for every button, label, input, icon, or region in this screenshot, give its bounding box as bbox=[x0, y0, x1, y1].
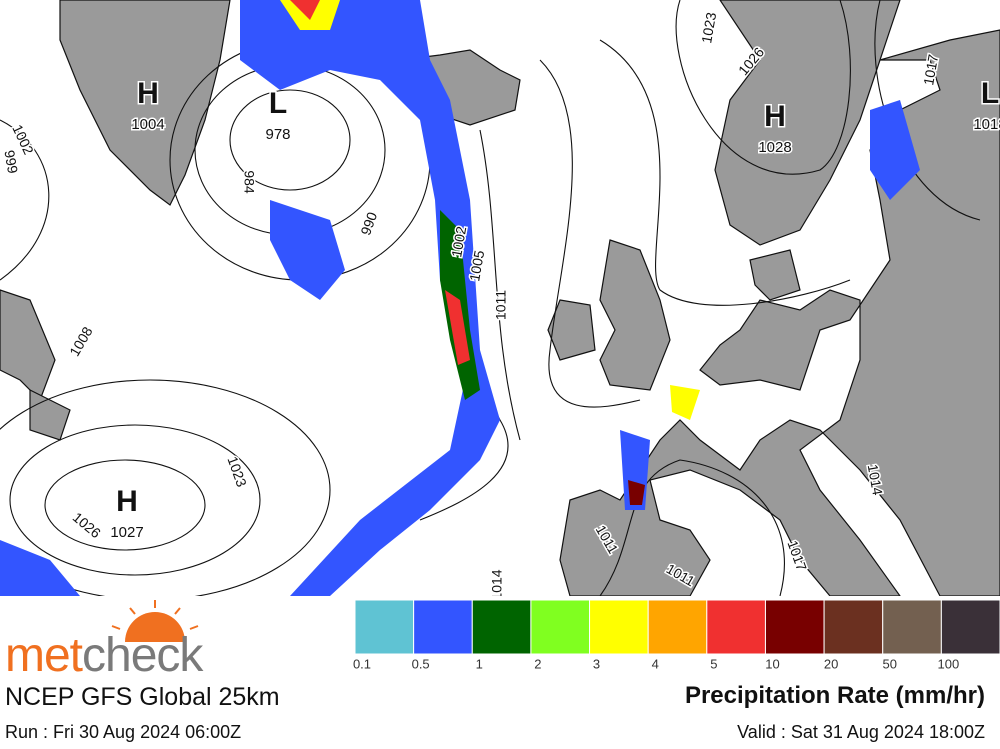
logo-met: met bbox=[5, 629, 83, 682]
legend-swatch bbox=[530, 599, 591, 655]
legend-swatch bbox=[471, 599, 532, 655]
legend-swatch bbox=[882, 599, 942, 655]
legend-label: 0.1 bbox=[353, 656, 371, 671]
legend-swatch bbox=[589, 599, 649, 655]
isobar-label: 984 bbox=[241, 170, 257, 194]
legend-panel: 0.1 0.5 1 2 3 4 5 10 20 50 100 bbox=[111, 599, 1000, 671]
legend-swatch bbox=[764, 599, 825, 655]
legend-label: 2 bbox=[534, 656, 541, 671]
legend-label: 1 bbox=[476, 656, 483, 671]
legend-swatch bbox=[647, 599, 708, 655]
legend-title: Precipitation Rate (mm/hr) bbox=[684, 682, 985, 709]
legend-label: 20 bbox=[824, 656, 838, 671]
pressure-symbol: H bbox=[764, 100, 786, 133]
logo: metcheck bbox=[5, 628, 203, 683]
pressure-symbol: H bbox=[137, 77, 159, 110]
legend-swatch bbox=[940, 599, 1000, 655]
model-name: NCEP GFS Global 25km bbox=[5, 683, 280, 711]
valid-time: Valid : Sat 31 Aug 2024 18:00Z bbox=[737, 722, 985, 742]
legend-label: 4 bbox=[652, 656, 659, 671]
legend-label: 10 bbox=[765, 656, 779, 671]
legend-swatch bbox=[413, 599, 473, 655]
precipitation bbox=[0, 0, 920, 596]
isobar-label: 999 bbox=[1, 149, 21, 175]
legend-label: 50 bbox=[882, 656, 896, 671]
isobar-label: 1011 bbox=[493, 290, 509, 320]
legend-label: 100 bbox=[938, 656, 960, 671]
pressure-value: 1018 bbox=[973, 116, 1000, 133]
logo-check: check bbox=[82, 629, 203, 682]
legend-label: 3 bbox=[593, 656, 600, 671]
legend-label: 0.5 bbox=[412, 656, 430, 671]
legend-swatch bbox=[706, 599, 766, 655]
pressure-value: 1027 bbox=[110, 524, 143, 541]
pressure-value: 1004 bbox=[131, 116, 164, 133]
legend-swatch bbox=[354, 599, 415, 655]
pressure-symbol: L bbox=[269, 87, 287, 120]
legend-label: 5 bbox=[710, 656, 717, 671]
legend-swatch bbox=[823, 599, 884, 655]
map: H1004L978H1028L1018H10271002999984990100… bbox=[0, 0, 1000, 596]
pressure-value: 978 bbox=[265, 126, 290, 143]
isobar-label: 1014 bbox=[489, 569, 505, 596]
run-time: Run : Fri 30 Aug 2024 06:00Z bbox=[5, 722, 242, 742]
map-layer: H1004L978H1028L1018H10271002999984990100… bbox=[0, 0, 1000, 596]
pressure-value: 1028 bbox=[758, 139, 791, 156]
logo-sun bbox=[111, 600, 199, 642]
pressure-symbol: L bbox=[981, 77, 999, 110]
pressure-symbol: H bbox=[116, 485, 138, 518]
